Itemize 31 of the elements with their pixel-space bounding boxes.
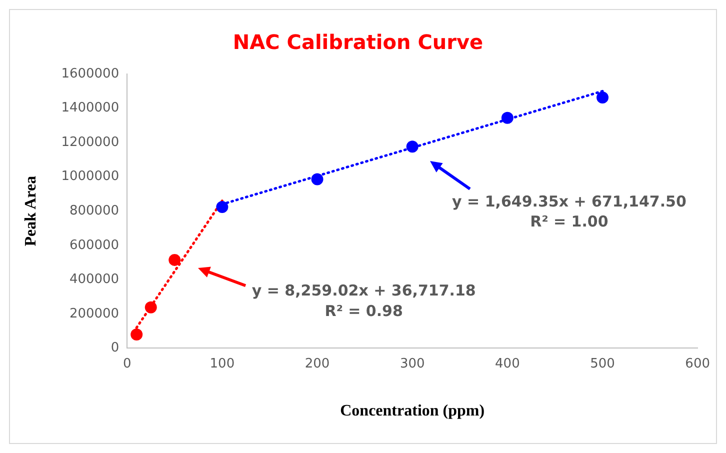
- x-tick-label: 0: [122, 356, 132, 372]
- y-tick-label: 1000000: [61, 169, 120, 184]
- x-axis-title: Concentration (ppm): [340, 402, 485, 420]
- point: [144, 301, 157, 314]
- point: [130, 328, 143, 340]
- y-tick-label: 1600000: [61, 66, 120, 82]
- y-tick-label: 0: [110, 340, 120, 356]
- y-tick-label: 200000: [69, 306, 120, 322]
- point: [311, 173, 324, 186]
- point: [596, 91, 609, 104]
- annotation: R² = 1.00: [530, 212, 608, 231]
- point: [216, 200, 228, 213]
- point: [406, 140, 418, 153]
- y-tick-label: 1200000: [61, 134, 120, 150]
- y-axis-title: Peak Area: [22, 176, 40, 246]
- y-tick-label: 600000: [69, 238, 120, 253]
- point: [168, 254, 181, 266]
- x-tick-label: 400: [495, 356, 520, 372]
- point: [501, 112, 514, 124]
- annotation: y = 8,259.02x + 36,717.18: [252, 281, 476, 300]
- x-tick-label: 200: [304, 356, 330, 372]
- chart-title: NAC Calibration Curve: [232, 30, 484, 54]
- y-tick-label: 400000: [69, 272, 120, 288]
- x-tick-label: 300: [400, 356, 425, 372]
- x-tick-label: 100: [210, 356, 235, 372]
- y-tick-label: 1400000: [61, 100, 120, 116]
- x-tick-label: 600: [685, 356, 710, 372]
- annotation: y = 1,649.35x + 671,147.50: [452, 192, 686, 210]
- x-tick-label: 500: [590, 356, 615, 372]
- y-tick-label: 800000: [69, 203, 120, 218]
- annotation: R² = 0.98: [324, 302, 403, 320]
